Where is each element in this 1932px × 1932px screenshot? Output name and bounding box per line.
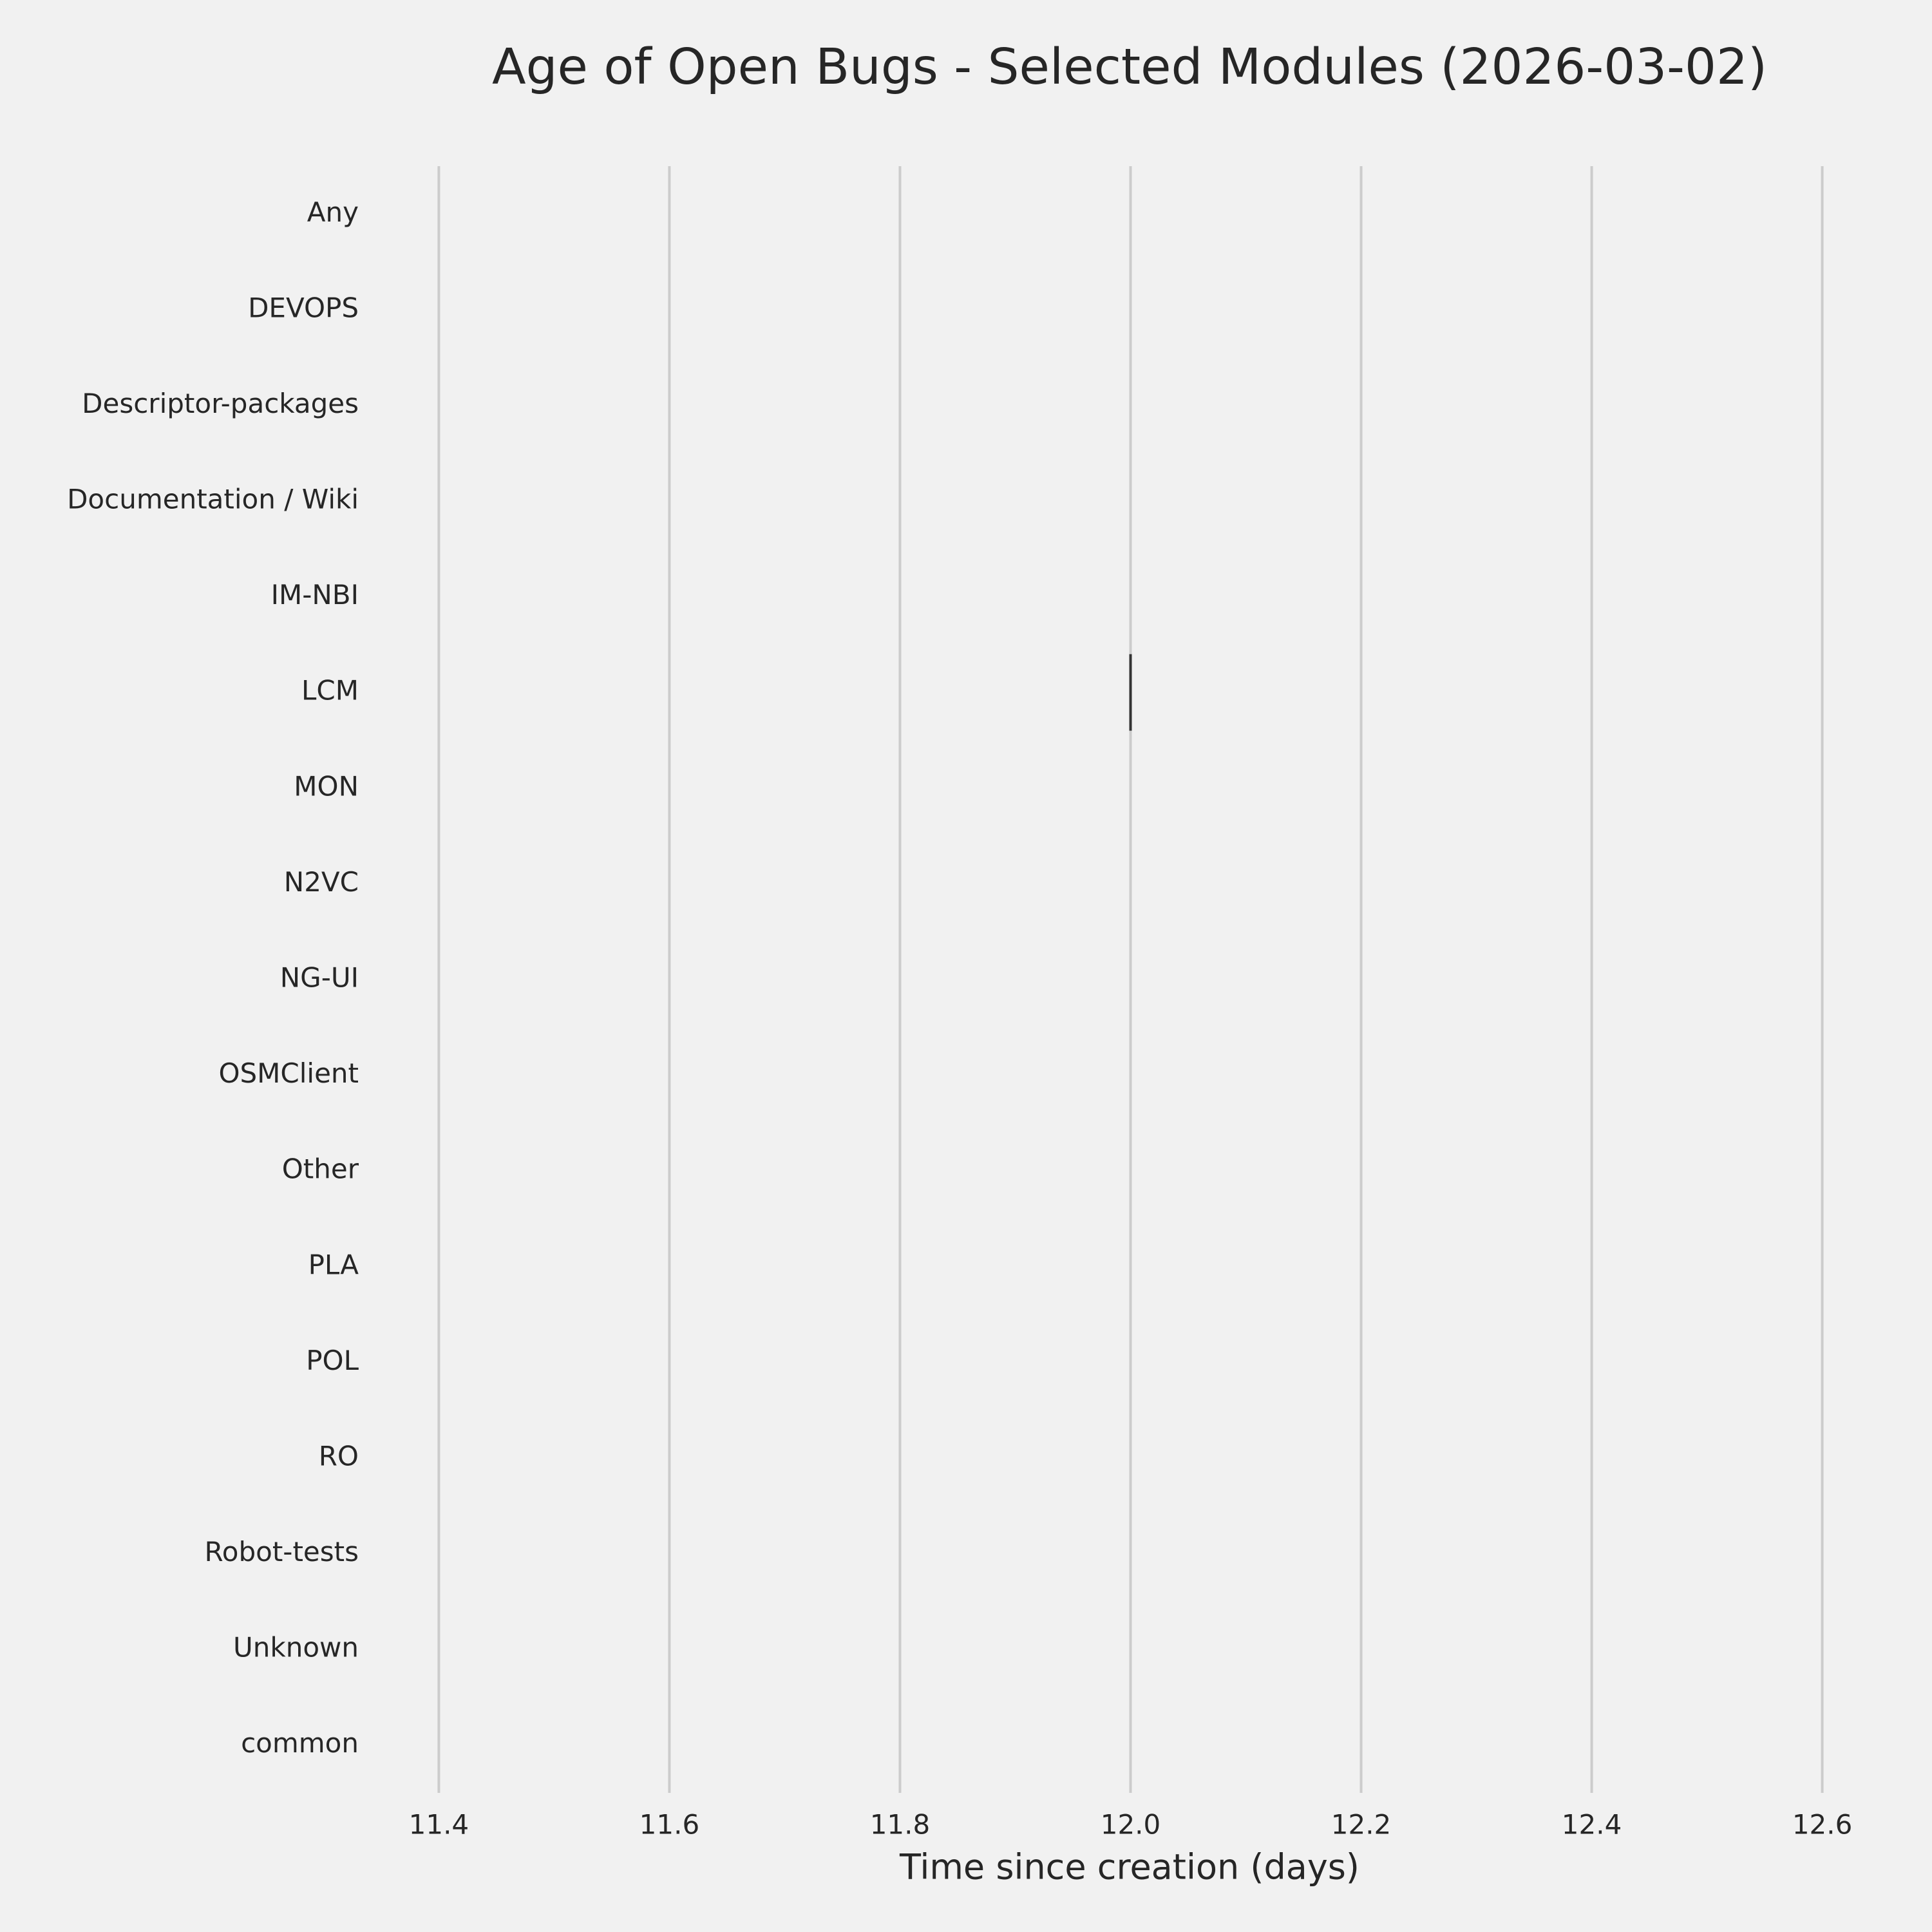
x-tick-label: 12.2 [1331,1809,1392,1841]
y-tick-label: Any [307,196,359,228]
y-tick-label: POL [306,1345,359,1376]
x-axis-label: Time since creation (days) [899,1847,1359,1888]
y-tick-label: Other [282,1153,359,1185]
y-tick-label: N2VC [284,866,359,898]
x-tick-label: 11.4 [409,1809,469,1841]
y-tick-label: LCM [301,675,359,706]
x-tick-label: 12.6 [1792,1809,1853,1841]
y-tick-label: Unknown [233,1632,359,1663]
y-tick-label: Documentation / Wiki [67,484,359,515]
y-tick-label: Descriptor-packages [82,388,359,419]
y-tick-label: OSMClient [218,1057,359,1089]
y-tick-label: RO [319,1440,359,1472]
y-tick-label: DEVOPS [248,292,359,323]
y-tick-label: Robot-tests [204,1536,359,1567]
x-tick-label: 12.0 [1101,1809,1161,1841]
y-tick-label: MON [294,770,359,802]
x-tick-label: 11.8 [870,1809,931,1841]
y-tick-label: common [241,1727,359,1759]
y-tick-label: NG-UI [280,962,359,994]
y-tick-label: PLA [308,1249,359,1280]
x-tick-label: 12.4 [1562,1809,1622,1841]
chart-title: Age of Open Bugs - Selected Modules (202… [492,39,1767,96]
y-tick-label: IM-NBI [271,579,359,611]
x-tick-label: 11.6 [639,1809,700,1841]
